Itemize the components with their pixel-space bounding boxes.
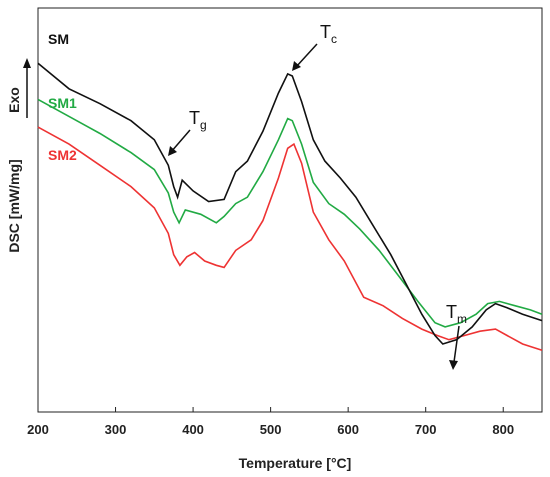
annotation-tg-label: Tg: [189, 108, 207, 132]
annotation-tg-arrow: [170, 129, 191, 153]
annotation-tm-arrow: [453, 325, 460, 363]
annotation-tc-arrowhead: [292, 61, 301, 71]
annotation-tg-arrowhead: [168, 146, 177, 156]
x-tick-label-400: 400: [182, 422, 204, 437]
exo-arrow-head: [23, 58, 31, 68]
annotation-tm-arrowhead: [449, 360, 458, 370]
x-tick-label-300: 300: [105, 422, 127, 437]
annotation-tc-arrow: [295, 43, 318, 68]
x-tick-label-700: 700: [415, 422, 437, 437]
x-tick-label-600: 600: [337, 422, 359, 437]
series-line-sm2: [37, 126, 543, 352]
x-axis-label: Temperature [°C]: [239, 455, 352, 471]
series-layer: [37, 62, 543, 352]
annotation-tg: Tg: [168, 108, 207, 156]
series-line-sm1: [37, 98, 543, 328]
series-label-sm: SM: [48, 31, 69, 47]
series-line-sm: [37, 62, 543, 345]
x-tick-label-200: 200: [27, 422, 49, 437]
annotation-tc: Tc: [292, 22, 337, 71]
x-axis: 200 300 400 500 600 700 800: [27, 407, 514, 437]
annotation-tm: Tm: [446, 302, 467, 370]
exo-indicator: Exo: [6, 58, 31, 118]
exo-label: Exo: [6, 87, 22, 113]
annotation-tm-label: Tm: [446, 302, 467, 326]
series-label-sm2: SM2: [48, 147, 77, 163]
x-tick-label-500: 500: [260, 422, 282, 437]
annotation-tc-label: Tc: [320, 22, 337, 46]
y-axis-label: DSC [mW/mg]: [6, 159, 22, 252]
x-tick-label-800: 800: [492, 422, 514, 437]
plot-frame: [37, 7, 543, 413]
series-label-sm1: SM1: [48, 95, 77, 111]
